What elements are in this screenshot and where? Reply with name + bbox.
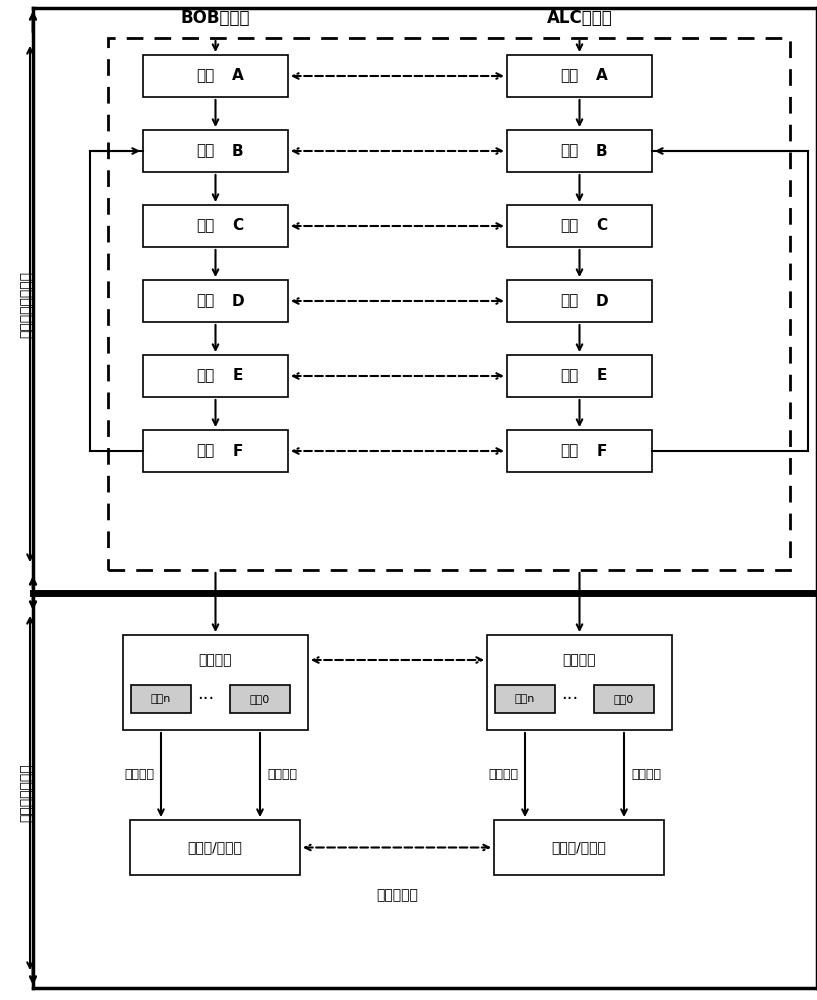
FancyBboxPatch shape [143,280,288,322]
Text: 阶段: 阶段 [560,143,578,158]
Text: 阶段: 阶段 [560,219,578,233]
Text: 阶段: 阶段 [196,294,215,308]
FancyBboxPatch shape [230,685,290,713]
Text: 阶段: 阶段 [196,219,215,233]
Text: F: F [232,444,243,458]
Text: B: B [232,143,243,158]
Text: 提供码本: 提供码本 [124,768,154,782]
FancyBboxPatch shape [594,685,654,713]
Text: 阶段: 阶段 [560,68,578,84]
FancyBboxPatch shape [494,820,664,875]
FancyBboxPatch shape [507,280,652,322]
FancyBboxPatch shape [143,55,288,97]
FancyBboxPatch shape [507,355,652,397]
Text: E: E [596,368,607,383]
Text: 阶段: 阶段 [196,444,215,458]
FancyBboxPatch shape [507,130,652,172]
Text: 阶段: 阶段 [196,368,215,383]
Text: 码本n: 码本n [151,694,172,704]
FancyBboxPatch shape [143,205,288,247]
FancyBboxPatch shape [123,635,308,730]
Text: D: D [596,294,608,308]
Text: ···: ··· [561,690,578,708]
Text: 码本编号: 码本编号 [199,653,232,667]
Text: F: F [596,444,607,458]
Text: ···: ··· [198,690,215,708]
Text: C: C [596,219,607,233]
Text: E: E [232,368,243,383]
FancyBboxPatch shape [507,205,652,247]
FancyBboxPatch shape [130,820,300,875]
Text: 阶段: 阶段 [196,68,215,84]
FancyBboxPatch shape [143,355,288,397]
FancyBboxPatch shape [507,55,652,97]
Text: 编码方/解码方: 编码方/解码方 [188,840,243,854]
FancyBboxPatch shape [495,685,555,713]
Text: BOB码本流: BOB码本流 [181,9,250,27]
FancyBboxPatch shape [131,685,191,713]
Text: 码本编号: 码本编号 [563,653,596,667]
Text: 码本0: 码本0 [250,694,270,704]
Text: ALC码本流: ALC码本流 [547,9,613,27]
Text: 码本管理应用层: 码本管理应用层 [19,764,33,822]
FancyBboxPatch shape [507,430,652,472]
Text: C: C [232,219,243,233]
Text: 提供码本: 提供码本 [488,768,518,782]
FancyBboxPatch shape [143,430,288,472]
Text: 码本n: 码本n [515,694,535,704]
FancyBboxPatch shape [108,38,790,570]
Text: D: D [231,294,243,308]
Text: A: A [596,68,607,84]
Text: 码本编号: 码本编号 [631,768,661,782]
Text: 阶段: 阶段 [560,444,578,458]
Text: 全双工传输: 全双工传输 [376,888,418,902]
Text: 解码方/编码方: 解码方/编码方 [551,840,606,854]
Text: 阶段: 阶段 [560,294,578,308]
Text: 码本编号: 码本编号 [267,768,297,782]
Text: B: B [596,143,607,158]
FancyBboxPatch shape [143,130,288,172]
Text: 阶段: 阶段 [196,143,215,158]
Text: 码本协商序列阶段: 码本协商序列阶段 [19,270,33,338]
Text: A: A [232,68,243,84]
Text: 阶段: 阶段 [560,368,578,383]
FancyBboxPatch shape [487,635,672,730]
Text: 码本0: 码本0 [614,694,634,704]
